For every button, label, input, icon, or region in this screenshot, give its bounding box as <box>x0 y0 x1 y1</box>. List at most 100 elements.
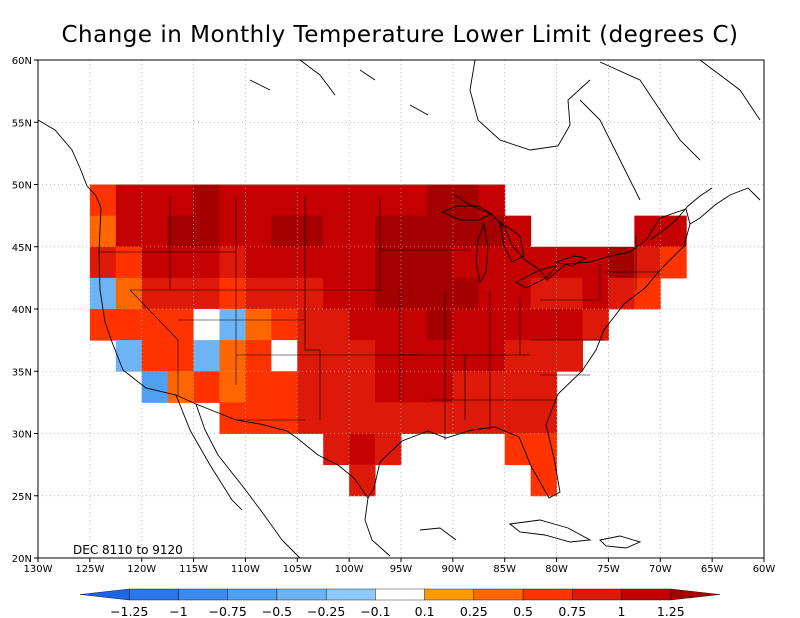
colorbar-label: −1 <box>169 604 187 618</box>
grid-cell <box>271 371 298 403</box>
grid-cell <box>297 215 324 248</box>
colorbar-label: 0.1 <box>415 604 435 618</box>
grid-cell <box>530 433 558 466</box>
grid-cell <box>426 340 454 372</box>
grid-cell <box>349 433 376 466</box>
grid-cell <box>504 215 532 248</box>
colorbar-swatch <box>473 588 524 601</box>
grid-cell <box>349 184 376 217</box>
grid-cell <box>193 340 220 372</box>
grid-cell <box>115 246 143 279</box>
colorbar-label: 0.5 <box>513 604 533 618</box>
grid-cell <box>452 309 480 341</box>
lat-tick-label: 55N <box>12 118 32 129</box>
lon-tick-label: 120W <box>127 564 156 575</box>
canada-coast <box>37 119 761 241</box>
grid-cell <box>115 340 143 372</box>
grid-cell <box>634 277 661 310</box>
lon-tick-label: 115W <box>179 564 208 575</box>
grid-cell <box>245 184 272 217</box>
grid-cell <box>245 371 272 403</box>
grid-cell <box>323 371 350 403</box>
grid-cell <box>141 246 169 279</box>
grid-cell <box>115 277 143 310</box>
grid-cell <box>219 184 246 217</box>
colorbar-swatch <box>129 588 179 601</box>
us-outline <box>86 185 691 499</box>
grid-cell <box>478 184 506 217</box>
grid-cell <box>167 277 195 310</box>
colorbar: −1.25 −1 −0.75 −0.5 −0.25 −0.1 0.1 0.25 0.5 0.75 1… <box>79 588 721 618</box>
grid-cell <box>271 277 298 310</box>
colorbar-label: −0.25 <box>307 604 345 618</box>
colorbar-label: 1 <box>618 604 626 618</box>
hispaniola <box>599 535 642 549</box>
grid-cell <box>452 402 480 434</box>
grid-cell <box>271 340 298 372</box>
grid-cell <box>556 277 583 310</box>
grid-cell <box>323 184 350 217</box>
colorbar-swatch <box>178 588 228 601</box>
grid-cell <box>297 184 324 217</box>
grid-cell <box>323 402 350 434</box>
period-label: DEC 8110 to 9120 <box>73 543 183 557</box>
lon-tick-label: 95W <box>390 564 413 575</box>
grid-cell <box>478 309 506 341</box>
grid-cell <box>530 464 558 497</box>
lon-tick-label: 65W <box>701 564 724 575</box>
grid-cell <box>167 246 195 279</box>
grid-cell <box>401 246 428 279</box>
grid-cell <box>141 184 169 217</box>
grid-cell <box>375 340 402 372</box>
grid-cell <box>478 277 506 310</box>
grid-cell <box>349 402 376 434</box>
grid-cell <box>271 402 298 434</box>
colorbar-label: 1.25 <box>657 604 685 618</box>
colorbar-swatch <box>79 588 130 601</box>
grid-cell <box>349 371 376 403</box>
grid-cell <box>452 340 480 372</box>
grid-cell <box>323 340 350 372</box>
lat-tick-label: 60N <box>12 56 32 67</box>
grid-cell <box>141 277 169 310</box>
grid-cell <box>219 246 246 279</box>
grid-cell <box>504 309 532 341</box>
lon-tick-label: 90W <box>442 564 465 575</box>
grid-cell <box>245 246 272 279</box>
colorbar-label: −0.5 <box>262 604 292 618</box>
colorbar-swatch <box>424 588 475 601</box>
grid-cell <box>115 215 143 248</box>
grid-cell <box>401 277 428 310</box>
lat-lon-gridlines <box>38 60 764 558</box>
grid-cell <box>219 277 246 310</box>
grid-cell <box>297 246 324 279</box>
lon-tick-label: 60W <box>753 564 776 575</box>
lake-huron <box>499 221 525 263</box>
grid-cell <box>426 309 454 341</box>
grid-cell <box>89 277 117 310</box>
grid-cell <box>401 340 428 372</box>
grid-cell <box>375 215 402 248</box>
grid-cell <box>530 277 558 310</box>
grid-cell <box>530 309 558 341</box>
grid-cell <box>323 246 350 279</box>
lat-tick-label: 50N <box>12 181 32 192</box>
lat-tick-label: 30N <box>12 430 32 441</box>
grid-cell <box>193 371 220 403</box>
grid-cell <box>530 340 558 372</box>
grid-cell <box>193 246 220 279</box>
colorbar-swatch <box>276 588 327 601</box>
grid-cell <box>297 371 324 403</box>
grid-cell <box>245 277 272 310</box>
lon-tick-label: 110W <box>231 564 260 575</box>
grid-cell <box>504 402 532 434</box>
grid-cell <box>478 215 506 248</box>
grid-cell <box>193 215 220 248</box>
cuba <box>508 519 592 543</box>
grid-cell <box>634 215 661 248</box>
lon-tick-label: 70W <box>649 564 672 575</box>
grid-cell <box>401 402 428 434</box>
data-grid-cells <box>89 184 687 497</box>
grid-cell <box>582 309 609 341</box>
